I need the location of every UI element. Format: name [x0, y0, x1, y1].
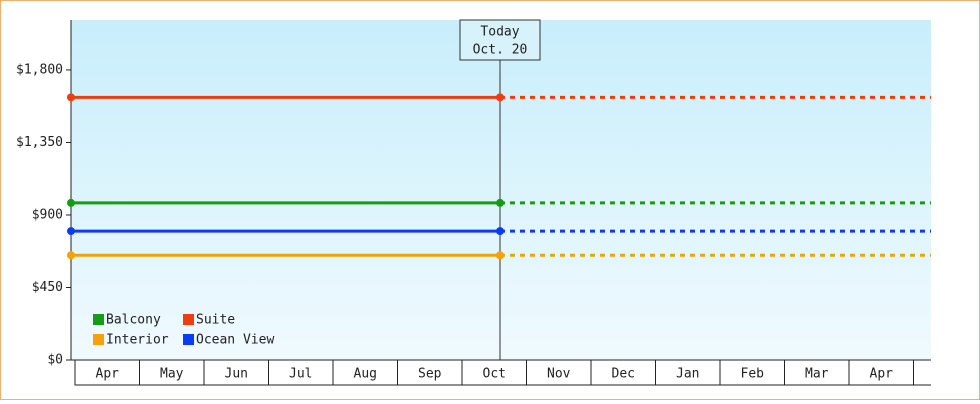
y-tick-label: $1,800 [16, 62, 63, 77]
legend-swatch [93, 334, 104, 345]
x-tick-label: Oct [483, 367, 506, 382]
legend-swatch [93, 314, 104, 325]
price-point [496, 251, 504, 260]
today-label: Today [480, 25, 519, 40]
legend-label: Ocean View [196, 333, 274, 348]
y-tick-label: $0 [47, 353, 63, 368]
price-point [496, 227, 504, 236]
y-tick-label: $450 [32, 280, 63, 295]
x-tick-label: May [160, 367, 184, 382]
x-tick-label: Jan [676, 367, 699, 382]
x-tick-label: Apr [870, 367, 894, 382]
today-box [459, 19, 541, 61]
price-point [67, 227, 75, 236]
x-tick-label: Mar [805, 367, 829, 382]
y-tick-label: $900 [32, 207, 63, 222]
x-tick-label: Jul [289, 367, 312, 382]
price-point [67, 251, 75, 260]
x-tick-label: Apr [96, 367, 120, 382]
month-cell [848, 359, 914, 386]
x-tick-label: Jun [225, 367, 248, 382]
price-point [496, 198, 504, 207]
today-date: Oct. 20 [473, 43, 528, 58]
x-tick-label: Feb [741, 367, 765, 382]
price-point [496, 93, 504, 102]
price-point [67, 93, 75, 102]
legend-swatch [183, 314, 194, 325]
y-tick-label: $1,350 [16, 135, 63, 150]
legend-label: Interior [106, 333, 169, 348]
legend-label: Suite [196, 313, 235, 328]
x-tick-label: Nov [547, 367, 571, 382]
x-tick-label: Aug [354, 367, 377, 382]
legend-label: Balcony [106, 313, 161, 328]
price-point [67, 198, 75, 207]
x-tick-label: Dec [612, 367, 635, 382]
legend-swatch [183, 334, 194, 345]
x-tick-label: Sep [418, 367, 442, 382]
plot-area [71, 20, 931, 360]
